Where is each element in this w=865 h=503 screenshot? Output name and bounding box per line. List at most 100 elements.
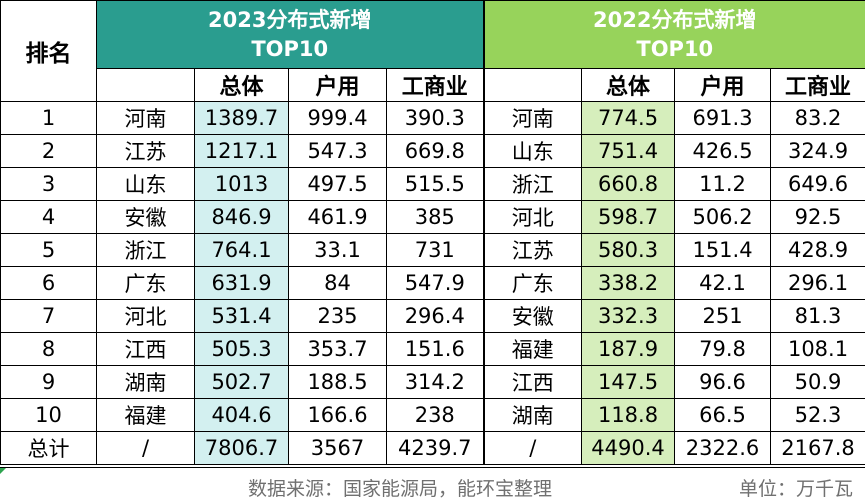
commercial-2022-cell: 2167.8: [771, 432, 865, 465]
household-2022-cell: 506.2: [675, 201, 771, 234]
household-2022-cell: 79.8: [675, 333, 771, 366]
household-2022-cell: 42.1: [675, 267, 771, 300]
table-row: 6 广东 631.9 84 547.9 广东 338.2 42.1 296.1: [1, 267, 865, 300]
province-2022-header: [484, 69, 582, 102]
total-2022-cell: 4490.4: [582, 432, 675, 465]
rank-cell: 5: [1, 234, 97, 267]
household-2023-cell: 188.5: [289, 366, 387, 399]
commercial-2023-cell: 238: [387, 399, 484, 432]
province-2022-cell: 山东: [484, 135, 582, 168]
province-2023-cell: 山东: [97, 168, 195, 201]
total-2022-cell: 187.9: [582, 333, 675, 366]
total-2022-cell: 338.2: [582, 267, 675, 300]
group-2022-header: 2022分布式新增 TOP10: [484, 1, 865, 69]
commercial-2023-cell: 547.9: [387, 267, 484, 300]
group-2022-subtitle: TOP10: [485, 35, 865, 64]
commercial-2022-cell: 81.3: [771, 300, 865, 333]
distributed-pv-top10-table: 排名 2023分布式新增 TOP10 2022分布式新增 TOP10 总体 户用…: [0, 0, 865, 465]
province-2023-header: [97, 69, 195, 102]
rank-cell: 1: [1, 102, 97, 135]
commercial-2022-cell: 50.9: [771, 366, 865, 399]
totals-label: 总计: [1, 432, 97, 465]
group-2022-title: 2022分布式新增: [485, 6, 865, 35]
table-row: 9 湖南 502.7 188.5 314.2 江西 147.5 96.6 50.…: [1, 366, 865, 399]
province-2023-cell: 福建: [97, 399, 195, 432]
table-row: 7 河北 531.4 235 296.4 安徽 332.3 251 81.3: [1, 300, 865, 333]
total-2023-cell: 1389.7: [195, 102, 289, 135]
province-2023-cell: 浙江: [97, 234, 195, 267]
province-2022-cell: 河北: [484, 201, 582, 234]
group-2023-title: 2023分布式新增: [97, 6, 483, 35]
province-2023-cell: 广东: [97, 267, 195, 300]
total-2023-cell: 846.9: [195, 201, 289, 234]
total-2023-cell: 1013: [195, 168, 289, 201]
province-2023-cell: /: [97, 432, 195, 465]
rank-cell: 2: [1, 135, 97, 168]
total-2022-cell: 660.8: [582, 168, 675, 201]
commercial-2023-cell: 731: [387, 234, 484, 267]
unit-note: 单位：万千瓦: [739, 474, 853, 501]
total-2023-header: 总体: [195, 69, 289, 102]
commercial-2022-header: 工商业: [771, 69, 865, 102]
commercial-2023-cell: 151.6: [387, 333, 484, 366]
total-2023-cell: 1217.1: [195, 135, 289, 168]
commercial-2022-cell: 324.9: [771, 135, 865, 168]
commercial-2023-cell: 390.3: [387, 102, 484, 135]
commercial-2023-cell: 314.2: [387, 366, 484, 399]
corner-mark: [0, 468, 6, 474]
household-2022-cell: 251: [675, 300, 771, 333]
totals-row: 总计 / 7806.7 3567 4239.7 / 4490.4 2322.6 …: [1, 432, 865, 465]
household-2023-cell: 999.4: [289, 102, 387, 135]
rank-cell: 10: [1, 399, 97, 432]
total-2023-cell: 7806.7: [195, 432, 289, 465]
commercial-2023-header: 工商业: [387, 69, 484, 102]
household-2023-cell: 84: [289, 267, 387, 300]
province-2022-cell: 安徽: [484, 300, 582, 333]
commercial-2022-cell: 92.5: [771, 201, 865, 234]
province-2022-cell: 福建: [484, 333, 582, 366]
total-2022-header: 总体: [582, 69, 675, 102]
rank-cell: 9: [1, 366, 97, 399]
table-footer: 数据来源：国家能源局，能环宝整理 单位：万千瓦: [0, 467, 865, 503]
household-2023-cell: 547.3: [289, 135, 387, 168]
province-2023-cell: 河北: [97, 300, 195, 333]
province-2022-cell: 广东: [484, 267, 582, 300]
household-2023-cell: 353.7: [289, 333, 387, 366]
commercial-2022-cell: 52.3: [771, 399, 865, 432]
table-body: 1 河南 1389.7 999.4 390.3 河南 774.5 691.3 8…: [1, 102, 865, 465]
commercial-2023-cell: 669.8: [387, 135, 484, 168]
table-row: 4 安徽 846.9 461.9 385 河北 598.7 506.2 92.5: [1, 201, 865, 234]
province-2022-cell: 江苏: [484, 234, 582, 267]
total-2022-cell: 118.8: [582, 399, 675, 432]
total-2022-cell: 147.5: [582, 366, 675, 399]
province-2023-cell: 河南: [97, 102, 195, 135]
rank-cell: 7: [1, 300, 97, 333]
table-row: 2 江苏 1217.1 547.3 669.8 山东 751.4 426.5 3…: [1, 135, 865, 168]
table-row: 1 河南 1389.7 999.4 390.3 河南 774.5 691.3 8…: [1, 102, 865, 135]
commercial-2023-cell: 385: [387, 201, 484, 234]
commercial-2022-cell: 428.9: [771, 234, 865, 267]
province-2023-cell: 安徽: [97, 201, 195, 234]
household-2023-cell: 235: [289, 300, 387, 333]
total-2022-cell: 751.4: [582, 135, 675, 168]
household-2023-cell: 497.5: [289, 168, 387, 201]
household-2022-cell: 691.3: [675, 102, 771, 135]
province-2022-cell: /: [484, 432, 582, 465]
rank-cell: 4: [1, 201, 97, 234]
total-2023-cell: 631.9: [195, 267, 289, 300]
data-source-note: 数据来源：国家能源局，能环宝整理: [248, 474, 552, 501]
group-2023-subtitle: TOP10: [97, 35, 483, 64]
household-2022-cell: 11.2: [675, 168, 771, 201]
group-2023-header: 2023分布式新增 TOP10: [97, 1, 484, 69]
rank-header: 排名: [1, 1, 97, 102]
table-row: 8 江西 505.3 353.7 151.6 福建 187.9 79.8 108…: [1, 333, 865, 366]
province-2023-cell: 湖南: [97, 366, 195, 399]
household-2023-header: 户用: [289, 69, 387, 102]
total-2023-cell: 404.6: [195, 399, 289, 432]
total-2022-cell: 598.7: [582, 201, 675, 234]
commercial-2022-cell: 649.6: [771, 168, 865, 201]
total-2023-cell: 505.3: [195, 333, 289, 366]
household-2022-header: 户用: [675, 69, 771, 102]
table-row: 10 福建 404.6 166.6 238 湖南 118.8 66.5 52.3: [1, 399, 865, 432]
province-2022-cell: 湖南: [484, 399, 582, 432]
